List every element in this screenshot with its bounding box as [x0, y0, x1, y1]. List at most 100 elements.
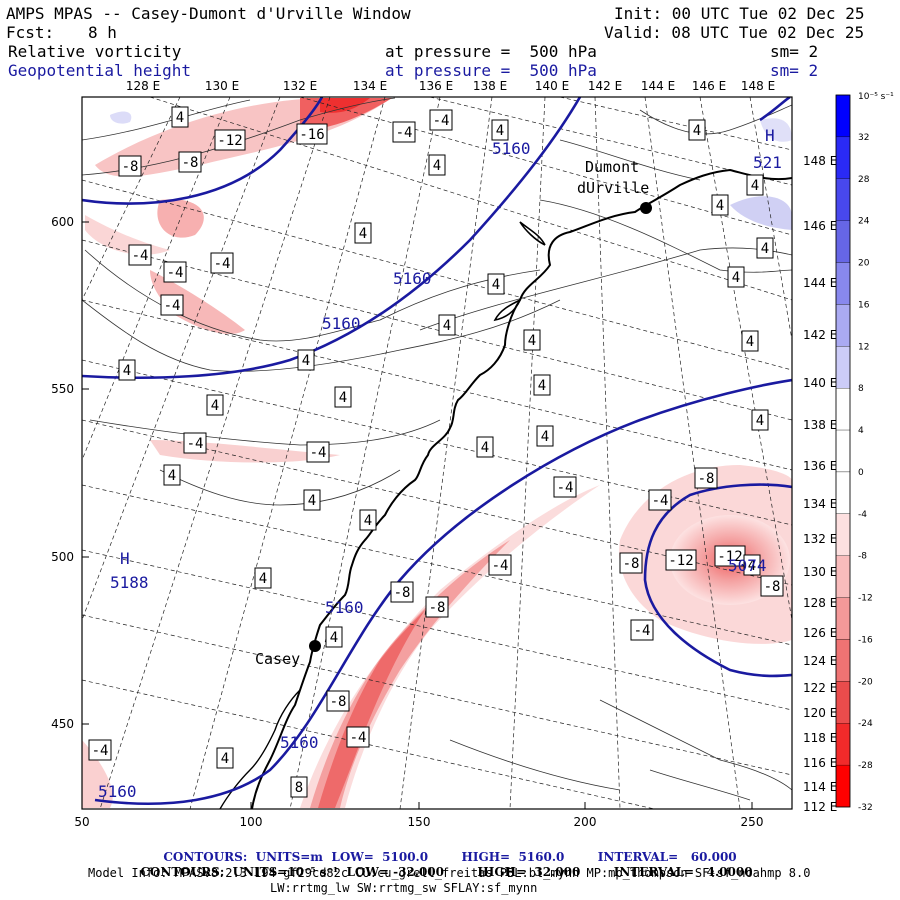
svg-text:4: 4	[748, 558, 756, 574]
vorticity-label-negative: -12	[214, 129, 246, 151]
lon-right-label: 126 E	[803, 626, 837, 640]
lon-right-label: 120 E	[803, 706, 837, 720]
vorticity-labels: -16 -12 -8 -8 -4 -4 -4 -4 -4 -4 -4 -4 -8 -8 -8 -4 -12 -12…	[88, 106, 784, 798]
vorticity-label-negative: -4	[346, 726, 370, 748]
svg-text:4: 4	[364, 513, 372, 529]
svg-text:-8: -8	[122, 159, 139, 175]
svg-text:-12: -12	[217, 133, 242, 149]
lon-right-label: 134 E	[803, 497, 837, 511]
svg-text:-4: -4	[634, 623, 651, 639]
colorbar-label: -12	[858, 594, 873, 604]
vorticity-label-negative: -8	[619, 552, 643, 574]
svg-text:-4: -4	[132, 248, 149, 264]
vorticity-label-positive: 4	[741, 330, 759, 352]
svg-text:-4: -4	[350, 730, 367, 746]
vorticity-label-negative: -4	[553, 476, 577, 498]
colorbar-segment	[835, 597, 851, 640]
svg-text:-8: -8	[394, 585, 411, 601]
longitude-top-labels: 128 E 130 E 132 E 134 E 136 E 138 E 140 E 142 E…	[126, 79, 775, 93]
x-tick-label: 100	[240, 815, 263, 829]
vorticity-label-negative: -8	[390, 581, 414, 603]
field2-name: Geopotential height	[8, 61, 192, 80]
colorbar-label: 32	[858, 133, 869, 143]
colorbar-label: -8	[858, 552, 867, 562]
svg-text:4: 4	[308, 493, 316, 509]
svg-text:-4: -4	[396, 125, 413, 141]
svg-text:-4: -4	[492, 558, 509, 574]
svg-text:-4: -4	[167, 265, 184, 281]
x-tick-label: 250	[741, 815, 764, 829]
svg-text:-4: -4	[433, 113, 450, 129]
station-dot-casey	[309, 640, 321, 652]
colorbar-label: 4	[858, 426, 864, 436]
field1-level: at pressure = 500 hPa	[385, 42, 597, 61]
lon-right-label: 138 E	[803, 418, 837, 432]
svg-text:4: 4	[221, 751, 229, 767]
vorticity-label-negative: -8	[178, 151, 202, 173]
vorticity-label-positive: 4	[303, 489, 321, 511]
vorticity-label-positive: 4	[325, 626, 343, 648]
svg-text:4: 4	[123, 363, 131, 379]
model-info: Model Info: MPASv8.2.3-194-gf29cd82c CU:…	[88, 866, 811, 880]
x-tick-label: 50	[74, 815, 89, 829]
svg-text:8: 8	[295, 780, 303, 796]
svg-text:4: 4	[693, 123, 701, 139]
height-label: 5160	[325, 598, 364, 617]
forecast-hour: 8 h	[88, 23, 117, 42]
svg-text:4: 4	[302, 353, 310, 369]
lon-right-label: 140 E	[803, 376, 837, 390]
vorticity-label-positive: 4	[746, 174, 764, 196]
colorbar-label: -16	[858, 635, 873, 645]
vorticity-label-positive: 4	[536, 425, 554, 447]
high-marker-ne: H	[765, 126, 775, 145]
lon-top-label: 136 E	[419, 79, 453, 93]
lon-right-label: 136 E	[803, 459, 837, 473]
svg-text:4: 4	[716, 198, 724, 214]
vorticity-label-positive: 4	[743, 554, 761, 576]
vorticity-label-negative: -4	[392, 121, 416, 143]
colorbar-label: 28	[858, 175, 870, 185]
latlon-grid	[82, 97, 792, 809]
vorticity-label-negative: -4	[88, 739, 112, 761]
svg-text:-8: -8	[330, 694, 347, 710]
svg-text:4: 4	[433, 158, 441, 174]
svg-text:-4: -4	[92, 743, 109, 759]
svg-text:4: 4	[359, 226, 367, 242]
vorticity-label-positive: 4	[727, 266, 745, 288]
lon-right-label: 124 E	[803, 654, 837, 668]
vorticity-label-positive: 4	[216, 747, 234, 769]
vorticity-label-positive: 4	[359, 509, 377, 531]
svg-text:-8: -8	[429, 600, 446, 616]
vorticity-label-positive: 4	[334, 386, 352, 408]
svg-text:-4: -4	[557, 480, 574, 496]
svg-text:-4: -4	[214, 256, 231, 272]
svg-text:4: 4	[751, 178, 759, 194]
svg-text:-8: -8	[698, 471, 715, 487]
colorbar-label: 16	[858, 300, 870, 310]
vorticity-label-positive: 4	[354, 222, 372, 244]
svg-text:4: 4	[732, 270, 740, 286]
colorbar-segment	[835, 723, 851, 766]
svg-text:4: 4	[211, 398, 219, 414]
longitude-right-labels: 148 E 146 E 144 E 142 E 140 E 138 E 136 E 134 E…	[803, 154, 837, 814]
colorbar-label: -28	[858, 761, 873, 771]
height-label-high: 5188	[110, 573, 149, 592]
y-tick-label: 500	[51, 550, 74, 564]
svg-text:-4: -4	[187, 436, 204, 452]
lon-right-label: 132 E	[803, 532, 837, 546]
high-marker: H	[120, 549, 130, 568]
colorbar-segment	[835, 681, 851, 724]
svg-text:4: 4	[168, 468, 176, 484]
height-label: 5160	[280, 733, 319, 752]
vorticity-label-positive: 4	[476, 436, 494, 458]
colorbar-label: -32	[858, 803, 873, 813]
vorticity-label-negative: -4	[648, 489, 672, 511]
lon-right-label: 148 E	[803, 154, 837, 168]
vorticity-label-negative: -8	[118, 155, 142, 177]
vorticity-label-negative: -4	[210, 252, 234, 274]
svg-text:-12: -12	[668, 553, 693, 569]
vorticity-label-positive: 4	[206, 394, 224, 416]
model-info-2: LW:rrtmg_lw SW:rrtmg_sw SFLAY:sf_mynn	[270, 881, 538, 895]
vorticity-label-negative: -8	[326, 690, 350, 712]
coastline-casey	[219, 689, 301, 809]
